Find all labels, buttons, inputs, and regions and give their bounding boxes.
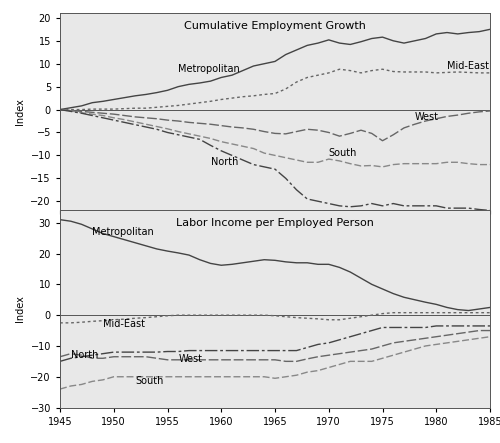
Text: Metropolitan: Metropolitan: [178, 64, 240, 74]
Text: Labor Income per Employed Person: Labor Income per Employed Person: [176, 218, 374, 228]
Y-axis label: Index: Index: [15, 295, 25, 323]
Y-axis label: Index: Index: [15, 98, 25, 125]
Text: South: South: [135, 376, 164, 386]
Text: Mid-East: Mid-East: [447, 61, 489, 70]
Text: West: West: [415, 113, 439, 122]
Text: North: North: [210, 157, 238, 167]
Text: South: South: [329, 148, 357, 158]
Text: Mid-East: Mid-East: [103, 319, 145, 329]
Text: Cumulative Employment Growth: Cumulative Employment Growth: [184, 21, 366, 31]
Text: West: West: [178, 354, 202, 365]
Text: Metropolitan: Metropolitan: [92, 227, 154, 237]
Text: North: North: [71, 350, 98, 360]
